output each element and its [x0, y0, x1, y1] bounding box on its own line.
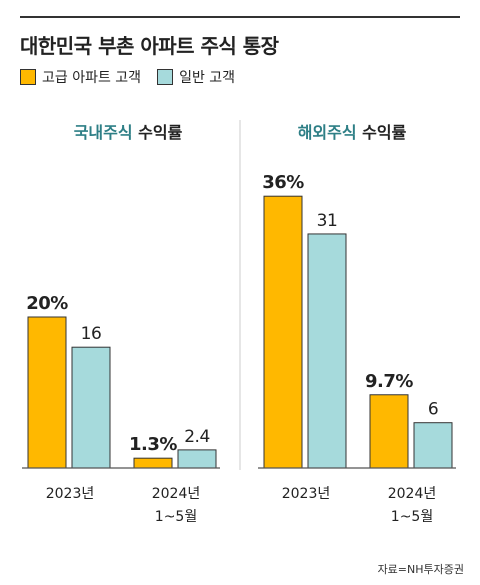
legend-swatch-regular — [157, 69, 174, 85]
panel-title-0: 국내주식 수익률 — [74, 123, 183, 142]
bar-1-1-1 — [413, 422, 453, 469]
data-label-0-0-1: 16 — [81, 324, 102, 344]
legend-swatch-premium — [20, 69, 36, 85]
panel-title-1: 해외주식 수익률 — [298, 123, 407, 142]
panel-title-rest-0: 수익률 — [133, 123, 183, 142]
category-label-1-0: 2023년 — [282, 486, 331, 502]
source-note: 자료=NH투자증권 — [377, 563, 464, 576]
data-label-1-1-1: 6 — [428, 400, 438, 420]
data-label-1-1-0: 9.7% — [365, 371, 413, 392]
panel-title-accent-1: 해외주식 — [298, 123, 357, 142]
chart-title: 대한민국 부촌 아파트 주식 통장 — [20, 34, 279, 58]
top-rule — [20, 16, 460, 18]
legend: 고급 아파트 고객 일반 고객 — [20, 67, 251, 87]
data-label-0-0-0: 20% — [26, 293, 68, 314]
bar-0-1-1 — [177, 449, 217, 469]
data-label-1-0-1: 31 — [317, 211, 338, 231]
bar-0-0-0 — [27, 316, 67, 469]
legend-label-regular: 일반 고객 — [179, 70, 236, 86]
legend-label-premium: 고급 아파트 고객 — [42, 70, 142, 86]
category-label-0-1-0: 2024년 — [152, 486, 201, 502]
data-label-0-1-1: 2.4 — [184, 427, 210, 447]
bar-1-1-0 — [369, 394, 409, 469]
bar-0-0-1 — [71, 346, 111, 469]
category-label-1-1-1: 1~5월 — [391, 509, 433, 525]
legend-item-premium: 고급 아파트 고객 — [20, 67, 141, 87]
category-label-0-0: 2023년 — [46, 486, 95, 502]
bar-1-0-1 — [307, 233, 347, 469]
category-label-0-1-1: 1~5월 — [155, 509, 197, 525]
data-label-0-1-0: 1.3% — [129, 434, 177, 455]
panel-title-accent-0: 국내주식 — [74, 123, 133, 142]
panel-title-rest-1: 수익률 — [357, 123, 407, 142]
legend-item-regular: 일반 고객 — [157, 67, 235, 87]
category-label-1-1-0: 2024년 — [388, 486, 437, 502]
data-label-1-0-0: 36% — [262, 172, 304, 193]
bar-1-0-0 — [263, 195, 303, 469]
bar-0-1-0 — [133, 457, 173, 469]
